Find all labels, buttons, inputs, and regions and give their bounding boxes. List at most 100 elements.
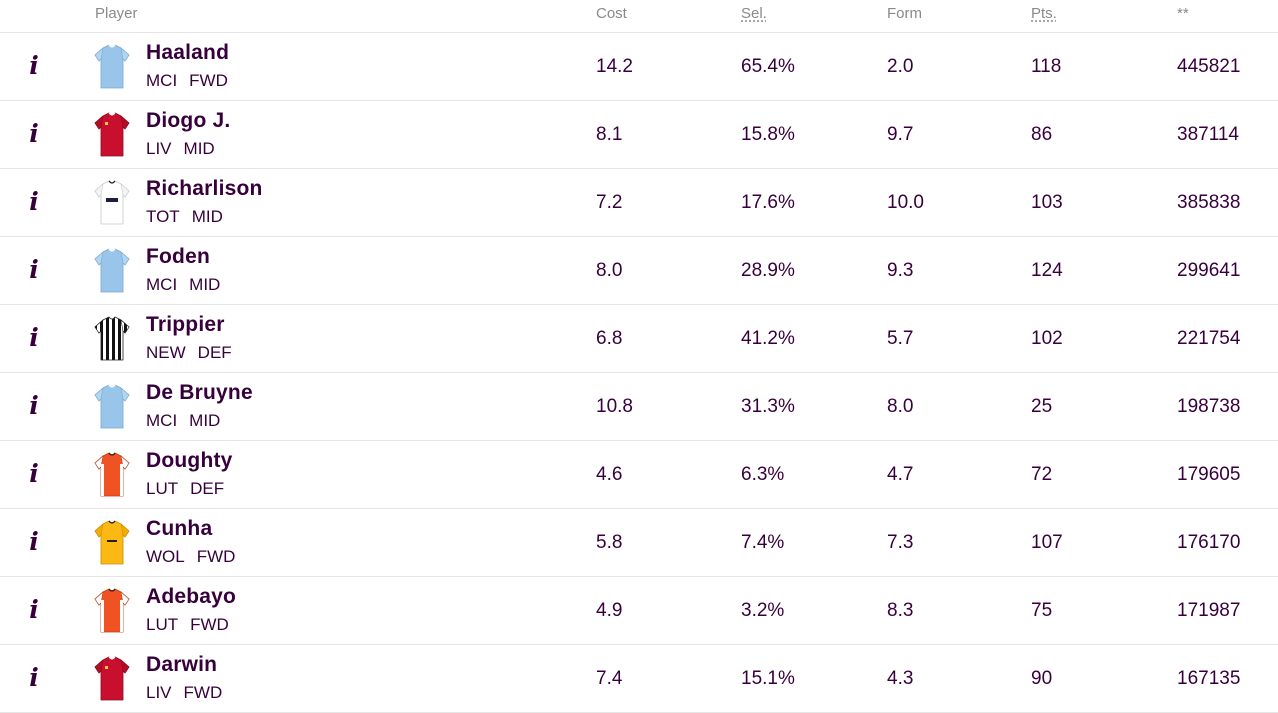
team-shirt-icon (94, 654, 130, 702)
sort-stat-value: 176170 (1177, 532, 1241, 553)
player-position: DEF (197, 343, 232, 362)
points-value: 118 (1031, 56, 1062, 77)
player-team-position: MCI FWD (146, 71, 228, 91)
player-info-icon[interactable]: i (29, 255, 39, 284)
table-row[interactable]: i Adebayo LUT FWD 4.9 3.2% 8.3 75 171987 (0, 577, 1278, 645)
selected-by-value: 17.6% (741, 192, 795, 213)
player-name[interactable]: Foden (146, 245, 210, 268)
points-value: 103 (1031, 192, 1063, 213)
player-team-position: NEW DEF (146, 343, 232, 363)
player-info-icon[interactable]: i (29, 459, 39, 488)
points-value: 25 (1031, 396, 1053, 417)
points-value: 102 (1031, 328, 1063, 349)
team-shirt-icon (94, 314, 130, 362)
team-shirt-icon (94, 382, 130, 430)
sort-stat-value: 221754 (1177, 328, 1241, 349)
selected-by-value: 6.3% (741, 464, 785, 485)
header-selected-by[interactable]: Sel. (741, 5, 767, 22)
player-name[interactable]: Haaland (146, 41, 230, 64)
header-sort-stat[interactable]: ** (1177, 5, 1189, 22)
table-row[interactable]: i Doughty LUT DEF 4.6 6.3% 4.7 72 179605 (0, 441, 1278, 509)
cost-value: 5.8 (596, 532, 623, 553)
player-name[interactable]: Adebayo (146, 585, 237, 608)
player-position: MID (191, 207, 223, 226)
team-shirt-icon (94, 518, 130, 566)
form-value: 9.7 (887, 124, 914, 145)
cost-value: 4.6 (596, 464, 623, 485)
form-value: 7.3 (887, 532, 914, 553)
cost-value: 6.8 (596, 328, 623, 349)
header-points[interactable]: Pts. (1031, 5, 1057, 22)
team-shirt-icon (94, 110, 130, 158)
team-shirt-icon (94, 42, 130, 90)
player-info-icon[interactable]: i (29, 323, 39, 352)
sort-stat-value: 171987 (1177, 600, 1241, 621)
header-player[interactable]: Player (95, 5, 138, 22)
sort-stat-value: 179605 (1177, 464, 1241, 485)
player-position: MID (189, 275, 221, 294)
form-value: 8.3 (887, 600, 914, 621)
player-name[interactable]: De Bruyne (146, 381, 253, 404)
team-shirt-icon (94, 178, 130, 226)
player-name[interactable]: Richarlison (146, 177, 263, 200)
player-team: LUT (146, 615, 179, 634)
cost-value: 4.9 (596, 600, 623, 621)
player-name[interactable]: Diogo J. (146, 109, 231, 132)
player-team: MCI (146, 411, 178, 430)
team-shirt-icon (94, 586, 130, 634)
player-position: MID (183, 139, 215, 158)
table-row[interactable]: i Cunha WOL FWD 5.8 7.4% 7.3 107 176170 (0, 509, 1278, 577)
selected-by-value: 28.9% (741, 260, 795, 281)
selected-by-value: 31.3% (741, 396, 795, 417)
player-name[interactable]: Cunha (146, 517, 213, 540)
sort-stat-value: 385838 (1177, 192, 1241, 213)
player-name[interactable]: Darwin (146, 653, 218, 676)
player-info-icon[interactable]: i (29, 527, 39, 556)
cost-value: 7.4 (596, 668, 623, 689)
header-form[interactable]: Form (887, 5, 922, 22)
player-team: NEW (146, 343, 186, 362)
table-row[interactable]: i De Bruyne MCI MID 10.8 31.3% 8.0 25 198738 (0, 373, 1278, 441)
player-team: MCI (146, 275, 178, 294)
player-team-position: LIV FWD (146, 683, 222, 703)
table-body: i Haaland MCI FWD 14.2 65.4% 2.0 118 445821 i Diog… (0, 33, 1278, 713)
cost-value: 8.0 (596, 260, 623, 281)
player-info-icon[interactable]: i (29, 187, 39, 216)
table-row[interactable]: i Trippier NEW DEF 6.8 41.2% 5.7 102 221754 (0, 305, 1278, 373)
player-team-position: LUT DEF (146, 479, 224, 499)
form-value: 2.0 (887, 56, 914, 77)
player-team: LUT (146, 479, 179, 498)
player-info-icon[interactable]: i (29, 119, 39, 148)
player-info-icon[interactable]: i (29, 663, 39, 692)
player-team: WOL (146, 547, 185, 566)
header-cost[interactable]: Cost (596, 5, 627, 22)
player-name[interactable]: Trippier (146, 313, 225, 336)
player-name[interactable]: Doughty (146, 449, 233, 472)
player-info-icon[interactable]: i (29, 595, 39, 624)
team-shirt-icon (94, 246, 130, 294)
points-value: 72 (1031, 464, 1053, 485)
selected-by-value: 3.2% (741, 600, 785, 621)
points-value: 107 (1031, 532, 1063, 553)
points-value: 90 (1031, 668, 1053, 689)
points-value: 75 (1031, 600, 1053, 621)
sort-stat-value: 167135 (1177, 668, 1241, 689)
form-value: 4.3 (887, 668, 914, 689)
table-row[interactable]: i Darwin LIV FWD 7.4 15.1% 4.3 90 167135 (0, 645, 1278, 713)
sort-stat-value: 299641 (1177, 260, 1241, 281)
table-row[interactable]: i Richarlison TOT MID 7.2 17.6% 10.0 103 385838 (0, 169, 1278, 237)
player-info-icon[interactable]: i (29, 51, 39, 80)
player-team-position: LIV MID (146, 139, 215, 159)
form-value: 4.7 (887, 464, 914, 485)
team-shirt-icon (94, 450, 130, 498)
sort-stat-value: 198738 (1177, 396, 1241, 417)
player-team: MCI (146, 71, 178, 90)
table-row[interactable]: i Foden MCI MID 8.0 28.9% 9.3 124 299641 (0, 237, 1278, 305)
table-header: Player Cost Sel. Form Pts. ** (0, 0, 1278, 33)
selected-by-value: 65.4% (741, 56, 795, 77)
player-info-icon[interactable]: i (29, 391, 39, 420)
cost-value: 7.2 (596, 192, 623, 213)
table-row[interactable]: i Diogo J. LIV MID 8.1 15.8% 9.7 86 387114 (0, 101, 1278, 169)
table-row[interactable]: i Haaland MCI FWD 14.2 65.4% 2.0 118 445821 (0, 33, 1278, 101)
